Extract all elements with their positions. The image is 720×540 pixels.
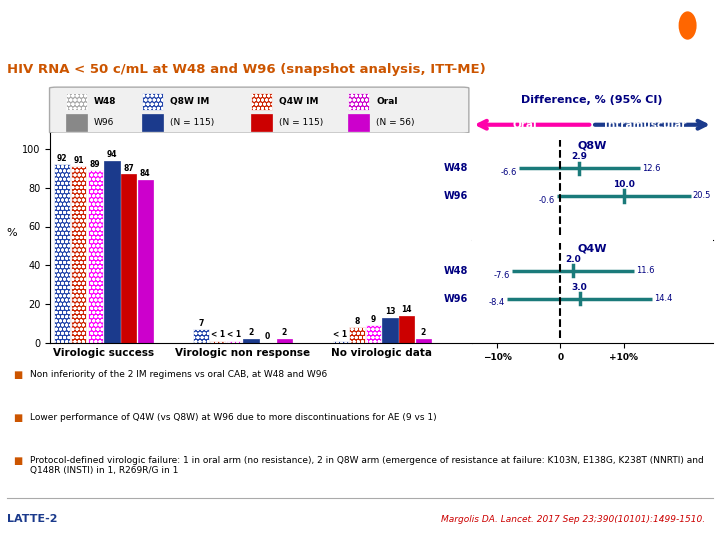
Text: 20.5: 20.5	[693, 192, 711, 200]
Text: Protocol-defined virologic failure: 1 in oral arm (no resistance), 2 in Q8W arm : Protocol-defined virologic failure: 1 in…	[30, 456, 703, 475]
Text: W48: W48	[444, 163, 469, 173]
Text: 94: 94	[107, 150, 117, 159]
Text: W96: W96	[94, 118, 114, 127]
Text: 7: 7	[199, 319, 204, 328]
Text: 10.0: 10.0	[613, 180, 635, 189]
Text: Oral: Oral	[513, 120, 537, 130]
Text: 3.0: 3.0	[572, 282, 588, 292]
Bar	[194, 329, 209, 343]
Text: W96: W96	[444, 191, 469, 201]
Bar	[251, 114, 272, 131]
Text: 89: 89	[90, 160, 101, 168]
Text: < 1: < 1	[333, 330, 347, 340]
Text: Q8W IM: Q8W IM	[171, 97, 210, 106]
Text: 12.6: 12.6	[642, 164, 661, 173]
Text: W96: W96	[444, 294, 469, 303]
Text: 87: 87	[123, 164, 134, 173]
Text: 14: 14	[402, 305, 412, 314]
Text: HIV RNA < 50 c/mL at W48 and W96 (snapshot analysis, ITT-ME): HIV RNA < 50 c/mL at W48 and W96 (snapsh…	[7, 63, 486, 76]
Text: -0.6: -0.6	[539, 195, 554, 205]
Text: 8: 8	[354, 317, 359, 326]
Text: W48: W48	[444, 266, 469, 276]
Text: Non inferiority of the 2 IM regimens vs oral CAB, at W48 and W96: Non inferiority of the 2 IM regimens vs …	[30, 370, 327, 379]
Text: Lower performance of Q4W (vs Q8W) at W96 due to more discontinuations for AE (9 : Lower performance of Q4W (vs Q8W) at W96…	[30, 413, 436, 422]
Bar	[210, 341, 225, 343]
Bar	[276, 339, 292, 343]
Text: (N = 56): (N = 56)	[376, 118, 415, 127]
Bar	[243, 339, 258, 343]
Text: ■: ■	[13, 370, 22, 380]
Text: 11.6: 11.6	[636, 266, 654, 275]
Text: -6.6: -6.6	[500, 168, 517, 177]
Bar	[138, 180, 153, 343]
FancyBboxPatch shape	[50, 87, 469, 133]
Bar	[66, 114, 86, 131]
Bar	[366, 326, 381, 343]
Ellipse shape	[679, 11, 697, 40]
Text: 2: 2	[282, 328, 287, 338]
Text: Difference, % (95% CI): Difference, % (95% CI)	[521, 96, 663, 105]
Text: ARV-trials.com: ARV-trials.com	[657, 31, 713, 39]
Bar	[382, 318, 398, 343]
Text: 91: 91	[73, 156, 84, 165]
Text: (N = 115): (N = 115)	[171, 118, 215, 127]
Text: ■: ■	[13, 413, 22, 423]
Bar	[227, 341, 242, 343]
Bar	[66, 93, 86, 110]
Text: ■: ■	[13, 456, 22, 465]
Bar	[54, 164, 70, 343]
Text: LATTE-2 Study: switch to cabotegravir LA + rilpivirine LA IM: LATTE-2 Study: switch to cabotegravir LA…	[7, 18, 551, 33]
Bar	[251, 93, 272, 110]
Bar	[104, 160, 120, 343]
Text: Intramuscular: Intramuscular	[604, 120, 686, 130]
Bar	[348, 114, 369, 131]
Text: 9: 9	[371, 315, 376, 324]
Text: Oral: Oral	[376, 97, 397, 106]
Bar	[143, 114, 163, 131]
Text: Margolis DA. Lancet. 2017 Sep 23;390(10101):1499-1510.: Margolis DA. Lancet. 2017 Sep 23;390(101…	[441, 515, 706, 524]
Text: 14.4: 14.4	[654, 294, 672, 303]
Text: Q4W: Q4W	[577, 243, 607, 253]
Y-axis label: %: %	[6, 228, 17, 238]
Bar	[415, 339, 431, 343]
Bar	[399, 316, 415, 343]
Bar	[143, 93, 163, 110]
Text: 13: 13	[385, 307, 395, 316]
Text: 2.0: 2.0	[565, 255, 581, 264]
Text: -7.6: -7.6	[494, 271, 510, 280]
Text: (N = 115): (N = 115)	[279, 118, 323, 127]
Text: W48: W48	[94, 97, 117, 106]
Text: Q4W IM: Q4W IM	[279, 97, 319, 106]
Text: 2: 2	[420, 328, 426, 338]
Bar	[88, 170, 103, 343]
Text: 0: 0	[265, 332, 270, 341]
Bar	[71, 166, 86, 343]
Text: 92: 92	[57, 154, 67, 163]
Text: Q8W: Q8W	[577, 140, 607, 151]
Text: 2.9: 2.9	[571, 152, 587, 161]
Text: < 1: < 1	[228, 330, 241, 340]
Text: LATTE-2: LATTE-2	[7, 514, 58, 524]
Text: -8.4: -8.4	[489, 298, 505, 307]
Text: 84: 84	[140, 170, 150, 178]
Bar	[333, 341, 348, 343]
Bar	[349, 327, 364, 343]
Bar	[348, 93, 369, 110]
Text: 2: 2	[248, 328, 253, 338]
Text: < 1: < 1	[211, 330, 225, 340]
Bar	[121, 174, 136, 343]
